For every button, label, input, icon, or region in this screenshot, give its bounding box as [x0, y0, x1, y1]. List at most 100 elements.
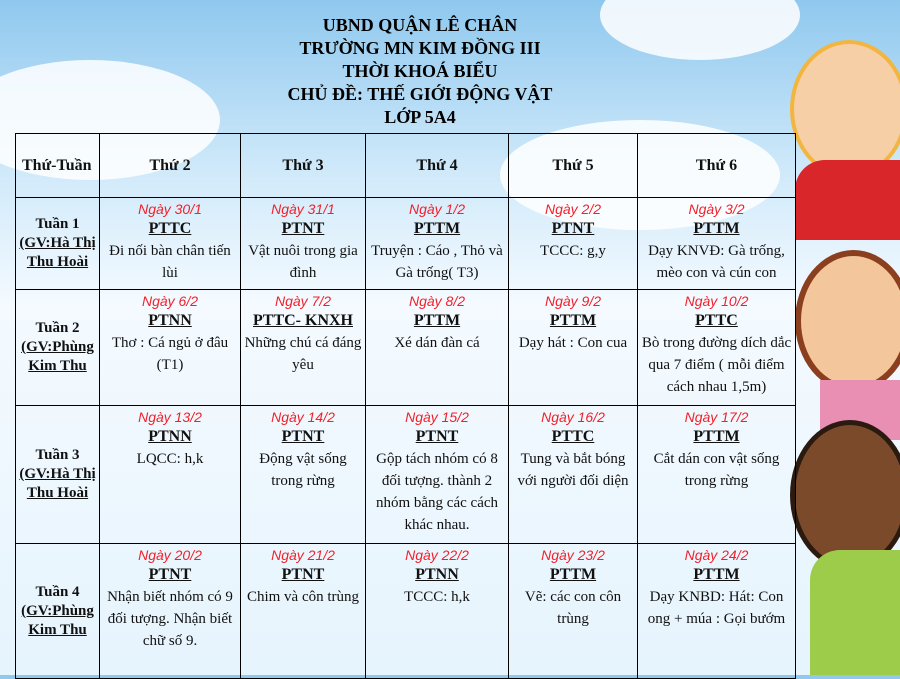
- lesson-date: Ngày 30/1: [138, 201, 202, 217]
- lesson-date: Ngày 15/2: [405, 409, 469, 425]
- timetable: Thứ-Tuần Thứ 2 Thứ 3 Thứ 4 Thứ 5 Thứ 6 T…: [15, 133, 796, 679]
- lesson-subject: PTTM: [693, 566, 740, 583]
- schedule-cell: Ngày 2/2 PTNT TCCC: g,y: [508, 197, 638, 290]
- lesson-subject: PTTM: [413, 220, 461, 237]
- lesson-subject: PTNT: [281, 220, 325, 237]
- teacher-name: (GV:Phùng Kim Thu: [21, 602, 94, 638]
- lesson-subject: PTTM: [413, 312, 461, 329]
- lesson-content: Gộp tách nhóm có 8 đối tượng. thành 2 nh…: [375, 451, 499, 533]
- lesson-content: TCCC: g,y: [540, 243, 606, 259]
- schedule-cell: Ngày 1/2 PTTM Truyện : Cáo , Thỏ và Gà t…: [365, 197, 509, 290]
- schedule-cell: Ngày 17/2 PTTM Cắt dán con vật sống tron…: [637, 405, 796, 544]
- week-label-cell: Tuần 1 (GV:Hà Thị Thu Hoài: [15, 197, 100, 290]
- lesson-date: Ngày 2/2: [544, 201, 602, 217]
- schedule-cell: Ngày 24/2 PTTM Dạy KNBD: Hát: Con ong + …: [637, 543, 796, 679]
- schedule-cell: Ngày 21/2 PTNT Chim và côn trùng: [240, 543, 366, 679]
- week-row: Tuần 2 (GV:Phùng Kim Thu Ngày 6/2 PTNN T…: [15, 289, 796, 406]
- corner-header: Thứ-Tuần: [15, 133, 100, 198]
- school-name: TRƯỜNG MN KIM ĐỒNG III: [299, 38, 541, 58]
- lesson-content: Truyện : Cáo , Thỏ và Gà trống( T3): [371, 243, 503, 281]
- schedule-cell: Ngày 13/2 PTNN LQCC: h,k: [99, 405, 241, 544]
- lesson-date: Ngày 31/1: [271, 201, 335, 217]
- schedule-cell: Ngày 7/2 PTTC- KNXH Những chú cá đáng yê…: [240, 289, 366, 406]
- lesson-date: Ngày 10/2: [684, 293, 749, 309]
- lesson-content: Động vật sống trong rừng: [259, 451, 347, 489]
- lesson-content: Cắt dán con vật sống trong rừng: [653, 451, 780, 489]
- lesson-date: Ngày 8/2: [408, 293, 466, 309]
- lesson-date: Ngày 24/2: [684, 547, 749, 563]
- lesson-date: Ngày 7/2: [274, 293, 332, 309]
- week-row: Tuần 3 (GV:Hà Thị Thu Hoài Ngày 13/2 PTN…: [15, 405, 796, 544]
- schedule-cell: Ngày 15/2 PTNT Gộp tách nhóm có 8 đối tư…: [365, 405, 509, 544]
- lesson-subject: PTNT: [148, 566, 192, 583]
- lesson-date: Ngày 22/2: [405, 547, 469, 563]
- lesson-date: Ngày 6/2: [141, 293, 199, 309]
- lesson-date: Ngày 20/2: [138, 547, 202, 563]
- schedule-cell: Ngày 8/2 PTTM Xé dán đàn cá: [365, 289, 509, 406]
- schedule-cell: Ngày 22/2 PTNN TCCC: h,k: [365, 543, 509, 679]
- schedule-cell: Ngày 14/2 PTNT Động vật sống trong rừng: [240, 405, 366, 544]
- lesson-subject: PTTC: [551, 428, 595, 445]
- lesson-subject: PTTC: [695, 312, 738, 329]
- district-name: UBND QUẬN LÊ CHÂN: [322, 15, 518, 35]
- teacher-name: (GV:Hà Thị Thu Hoài: [19, 235, 96, 270]
- lesson-content: Tung và bắt bóng với người đối diện: [517, 451, 629, 489]
- lesson-date: Ngày 9/2: [544, 293, 602, 309]
- schedule-cell: Ngày 23/2 PTTM Vẽ: các con côn trùng: [508, 543, 638, 679]
- lesson-content: Vật nuôi trong gia đình: [248, 243, 358, 281]
- lesson-content: Thơ : Cá ngủ ở đâu (T1): [111, 335, 229, 373]
- lesson-date: Ngày 3/2: [688, 201, 745, 217]
- lesson-subject: PTNN: [415, 566, 459, 583]
- lesson-subject: PTNN: [148, 428, 192, 445]
- lesson-date: Ngày 23/2: [541, 547, 605, 563]
- class-name: LỚP 5A4: [384, 107, 456, 127]
- schedule-cell: Ngày 3/2 PTTM Dạy KNVĐ: Gà trống, mèo co…: [637, 197, 796, 290]
- lesson-subject: PTNN: [148, 312, 192, 329]
- document-title: THỜI KHOÁ BIỂU: [342, 61, 498, 81]
- teacher-name: (GV:Hà Thị Thu Hoài: [19, 466, 96, 501]
- schedule-cell: Ngày 9/2 PTTM Dạy hát : Con cua: [508, 289, 638, 406]
- week-label-cell: Tuần 3 (GV:Hà Thị Thu Hoài: [15, 405, 100, 544]
- lesson-subject: PTTM: [549, 566, 597, 583]
- week-label: Tuần 1: [35, 216, 80, 232]
- week-row: Tuần 1 (GV:Hà Thị Thu Hoài Ngày 30/1 PTT…: [15, 197, 796, 290]
- lesson-date: Ngày 13/2: [138, 409, 202, 425]
- week-label-cell: Tuần 2 (GV:Phùng Kim Thu: [15, 289, 100, 406]
- lesson-subject: PTNT: [551, 220, 595, 237]
- week-label: Tuần 3: [35, 447, 80, 463]
- lesson-subject: PTTC: [148, 220, 192, 237]
- schedule-cell: Ngày 20/2 PTNT Nhận biết nhóm có 9 đối t…: [99, 543, 241, 679]
- lesson-content: Dạy KNVĐ: Gà trống, mèo con và cún con: [648, 243, 785, 281]
- week-row: Tuần 4 (GV:Phùng Kim Thu Ngày 20/2 PTNT …: [15, 543, 796, 679]
- lesson-content: LQCC: h,k: [136, 451, 204, 467]
- schedule-cell: Ngày 30/1 PTTC Đi nối bàn chân tiến lùi: [99, 197, 241, 290]
- schedule-cell: Ngày 16/2 PTTC Tung và bắt bóng với ngườ…: [508, 405, 638, 544]
- day-header: Thứ 6: [637, 133, 796, 198]
- lesson-date: Ngày 1/2: [408, 201, 466, 217]
- lesson-content: Xé dán đàn cá: [394, 335, 480, 351]
- header-row: Thứ-Tuần Thứ 2 Thứ 3 Thứ 4 Thứ 5 Thứ 6: [15, 133, 796, 198]
- lesson-content: Đi nối bàn chân tiến lùi: [109, 243, 231, 281]
- week-label: Tuần 4: [35, 583, 80, 600]
- lesson-subject: PTNT: [281, 566, 325, 583]
- lesson-subject: PTTM: [693, 428, 740, 445]
- day-header: Thứ 2: [99, 133, 241, 198]
- schedule-cell: Ngày 31/1 PTNT Vật nuôi trong gia đình: [240, 197, 366, 290]
- schedule-cell: Ngày 6/2 PTNN Thơ : Cá ngủ ở đâu (T1): [99, 289, 241, 406]
- day-header: Thứ 3: [240, 133, 366, 198]
- week-label-cell: Tuần 4 (GV:Phùng Kim Thu: [15, 543, 100, 679]
- lesson-subject: PTTM: [549, 312, 597, 329]
- lesson-date: Ngày 16/2: [541, 409, 605, 425]
- lesson-date: Ngày 21/2: [271, 547, 335, 563]
- lesson-date: Ngày 17/2: [684, 409, 749, 425]
- lesson-subject: PTNT: [415, 428, 459, 445]
- lesson-date: Ngày 14/2: [271, 409, 335, 425]
- theme-title: CHỦ ĐỀ: THẾ GIỚI ĐỘNG VẬT: [287, 84, 553, 104]
- week-label: Tuần 2: [35, 320, 80, 336]
- day-header: Thứ 4: [365, 133, 509, 198]
- teacher-name: (GV:Phùng Kim Thu: [21, 339, 94, 374]
- lesson-subject: PTTM: [693, 220, 740, 237]
- lesson-content: Nhận biết nhóm có 9 đối tượng. Nhận biết…: [107, 589, 233, 649]
- lesson-subject: PTNT: [281, 428, 325, 445]
- page-header: UBND QUẬN LÊ CHÂN TRƯỜNG MN KIM ĐỒNG III…: [0, 14, 840, 129]
